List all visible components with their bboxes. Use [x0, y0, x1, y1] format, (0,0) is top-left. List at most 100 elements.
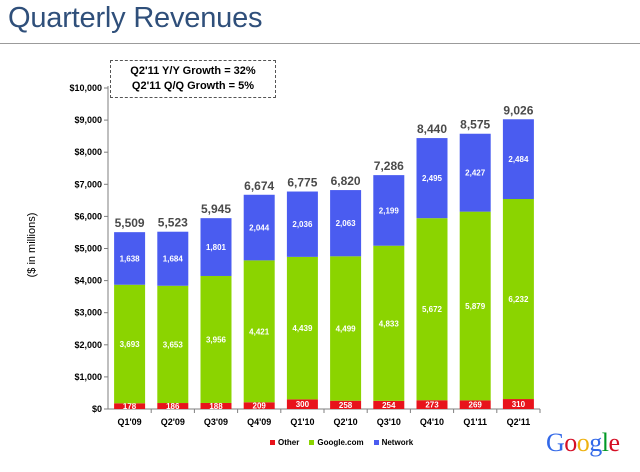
y-tick-label: $5,000	[74, 244, 102, 254]
x-tick-label: Q4'10	[420, 417, 444, 427]
bar-data-label: 3,956	[206, 335, 227, 344]
bar-data-label: 4,421	[249, 327, 270, 336]
legend-swatch-google-com	[309, 440, 315, 445]
bar-segment-network	[286, 191, 318, 257]
bar-total-label: 6,775	[287, 176, 317, 190]
growth-callout-box: Q2'11 Y/Y Growth = 32% Q2'11 Q/Q Growth …	[110, 60, 276, 98]
legend-item-other: Other	[270, 438, 299, 447]
bar-total-label: 9,026	[503, 103, 533, 117]
bar-data-label: 1,638	[120, 254, 141, 263]
x-tick-label: Q2'11	[507, 417, 531, 427]
bar-segment-other	[502, 399, 534, 409]
bar-total-label: 8,575	[460, 118, 490, 132]
logo-letter: G	[546, 428, 565, 457]
bar-segment-network	[330, 190, 362, 257]
bar-segment-network	[502, 119, 534, 200]
x-tick-label: Q2'09	[161, 417, 185, 427]
bar-data-label: 188	[209, 402, 223, 411]
bar-segment-other	[459, 400, 491, 409]
logo-letter: e	[608, 428, 621, 457]
bar-segment-google-com	[157, 285, 189, 404]
bar-data-label: 300	[296, 400, 310, 409]
bar-total-label: 5,509	[115, 216, 145, 230]
bar-total-label: 5,945	[201, 202, 231, 216]
bar-data-label: 258	[339, 401, 353, 410]
bar-data-label: 310	[512, 400, 526, 409]
bar-data-label: 4,439	[292, 324, 313, 333]
bar-segment-google-com	[330, 256, 362, 401]
bar-segment-google-com	[459, 211, 491, 401]
title-divider	[0, 43, 640, 44]
bar-segment-network	[157, 231, 189, 286]
bar-data-label: 2,063	[336, 219, 357, 228]
bar-segment-other	[200, 402, 232, 409]
bar-data-label: 1,684	[163, 255, 184, 264]
bar-segment-other	[416, 400, 448, 409]
x-tick-label: Q1'11	[463, 417, 487, 427]
bar-segment-other	[373, 400, 405, 409]
chart-legend: Other Google.com Network	[270, 438, 413, 447]
bar-segment-google-com	[243, 260, 275, 403]
x-tick-label: Q3'09	[204, 417, 228, 427]
bar-segment-google-com	[373, 245, 405, 401]
bar-data-label: 2,044	[249, 224, 270, 233]
bar-segment-google-com	[502, 199, 534, 400]
x-tick-label: Q4'09	[247, 417, 271, 427]
bar-data-label: 178	[123, 402, 137, 411]
legend-label-network: Network	[381, 438, 414, 447]
y-tick-label: $10,000	[69, 83, 102, 93]
legend-swatch-other	[270, 440, 275, 445]
bar-segment-google-com	[114, 284, 146, 404]
legend-item-network: Network	[373, 438, 414, 447]
bar-data-label: 209	[253, 402, 267, 411]
bar-data-label: 3,653	[163, 340, 184, 349]
bar-data-label: 2,495	[422, 174, 443, 183]
y-tick-label: $1,000	[74, 372, 102, 382]
logo-letter: o	[576, 428, 590, 457]
bar-segment-other	[114, 403, 146, 409]
bar-data-label: 2,427	[465, 169, 486, 178]
bar-data-label: 4,833	[379, 319, 400, 328]
bar-segment-network	[416, 138, 448, 219]
bar-total-label: 6,820	[331, 174, 361, 188]
bar-total-label: 7,286	[374, 159, 404, 173]
x-tick-label: Q1'10	[290, 417, 314, 427]
bar-segment-network	[114, 232, 146, 285]
legend-label-other: Other	[278, 438, 300, 447]
bar-data-label: 5,672	[422, 305, 443, 314]
bar-data-label: 2,036	[292, 220, 313, 229]
bar-segment-network	[200, 218, 232, 276]
bar-segment-other	[330, 400, 362, 409]
y-tick-label: $8,000	[74, 147, 102, 157]
y-tick-label: $6,000	[74, 211, 102, 221]
logo-letter: o	[564, 428, 577, 457]
google-logo: Google	[546, 428, 620, 458]
bar-segment-other	[157, 403, 189, 409]
bar-segment-google-com	[286, 256, 318, 400]
logo-letter: l	[601, 428, 609, 457]
bar-segment-google-com	[200, 275, 232, 403]
bar-segment-other	[243, 402, 275, 409]
bar-data-label: 5,879	[465, 302, 486, 311]
legend-label-google-com: Google.com	[317, 438, 364, 447]
y-tick-label: $9,000	[74, 115, 102, 125]
y-tick-label: $0	[92, 404, 102, 414]
logo-letter: g	[589, 428, 602, 457]
bar-total-label: 8,440	[417, 122, 447, 136]
bar-data-label: 3,693	[120, 340, 141, 349]
bar-segment-google-com	[416, 218, 448, 401]
bar-data-label: 254	[382, 401, 396, 410]
y-tick-label: $2,000	[74, 340, 102, 350]
legend-item-google-com: Google.com	[309, 438, 364, 447]
x-tick-label: Q2'10	[334, 417, 358, 427]
page-title: Quarterly Revenues	[8, 2, 263, 34]
bar-data-label: 6,232	[508, 295, 529, 304]
y-tick-label: $7,000	[74, 179, 102, 189]
x-tick-label: Q1'09	[118, 417, 142, 427]
bar-data-label: 1,801	[206, 243, 227, 252]
legend-swatch-network	[373, 440, 379, 445]
growth-qoq-text: Q2'11 Q/Q Growth = 5%	[131, 80, 255, 92]
x-tick-label: Q3'10	[377, 417, 401, 427]
bar-data-label: 4,499	[336, 325, 357, 334]
